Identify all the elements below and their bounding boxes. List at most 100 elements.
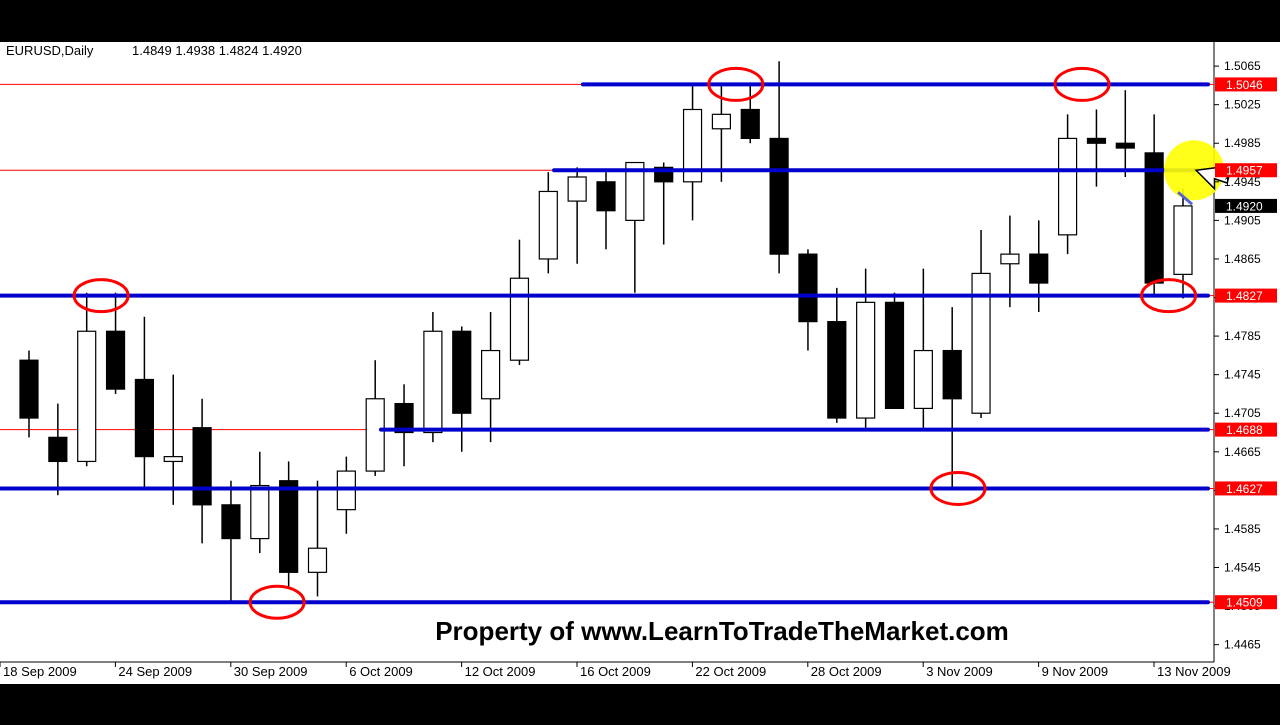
bull-candle — [682, 85, 703, 221]
ohlc-values: 1.4849 1.4938 1.4824 1.4920 — [132, 43, 302, 58]
candle-body — [1144, 152, 1164, 284]
price-tag-label: 1.4688 — [1226, 423, 1263, 437]
plot-area — [0, 42, 1214, 662]
bear-candle — [884, 292, 905, 410]
candle-body — [1086, 137, 1107, 144]
price-tick-label: 1.4465 — [1224, 638, 1261, 652]
time-tick-label: 16 Oct 2009 — [580, 664, 651, 679]
cursor-trail — [1177, 191, 1194, 206]
candle-body — [1115, 142, 1135, 149]
candle-body — [913, 349, 933, 410]
candle-body — [711, 113, 732, 130]
bear-candle — [48, 403, 68, 496]
annotation-circle — [707, 66, 765, 102]
price-tick-label: 1.4985 — [1224, 136, 1261, 150]
symbol-label: EURUSD,Daily — [6, 43, 94, 58]
candle-body — [1057, 137, 1078, 236]
price-tick-label: 1.5025 — [1224, 98, 1261, 112]
price-tag-box — [1215, 595, 1277, 610]
price-tags: 1.5046 1.4957 1.4920 1.4827 1.4688 1.4627 1.45… — [1215, 77, 1277, 610]
price-tag-label: 1.4509 — [1226, 596, 1263, 610]
bear-candle — [192, 398, 212, 544]
bull-candle — [365, 360, 385, 476]
bear-candle — [134, 316, 154, 491]
annotation-circles — [72, 66, 1198, 620]
annotation-circle — [1140, 278, 1198, 314]
bear-candle — [769, 61, 789, 274]
bear-candle — [221, 480, 241, 602]
price-tag-label: 1.4957 — [1226, 164, 1263, 178]
bottom-frame — [0, 684, 1280, 720]
bull-candle — [567, 167, 587, 264]
price-tag-box — [1215, 198, 1277, 213]
price-tick-label: 1.4545 — [1224, 561, 1261, 575]
bull-candle — [307, 480, 328, 597]
price-tick-label: 1.5065 — [1224, 59, 1261, 73]
bull-candle — [625, 161, 645, 293]
bull-candle — [1000, 215, 1020, 308]
bear-candle — [279, 461, 299, 587]
bear-candle — [1086, 109, 1107, 187]
time-tick-label: 12 Oct 2009 — [465, 664, 536, 679]
time-tick-label: 3 Nov 2009 — [926, 664, 993, 679]
candle-body — [567, 176, 587, 202]
price-tick-label: 1.4665 — [1224, 445, 1261, 459]
highlight-marker — [1164, 140, 1230, 206]
time-tick-label: 30 Sep 2009 — [234, 664, 308, 679]
candle-body — [1173, 205, 1193, 275]
bear-candle — [1115, 90, 1135, 177]
candle-body — [365, 398, 385, 472]
price-tag-box — [1215, 288, 1277, 303]
bull-candle — [711, 85, 732, 182]
time-tick-label: 28 Oct 2009 — [811, 664, 882, 679]
time-tick-label: 13 Nov 2009 — [1157, 664, 1231, 679]
bull-candle — [423, 311, 443, 443]
bull-candle — [250, 451, 270, 554]
price-tick-label: 1.4745 — [1224, 368, 1261, 382]
price-tick-label: 1.4945 — [1224, 175, 1261, 189]
price-tag-box — [1215, 163, 1277, 178]
time-scale-area — [0, 662, 1280, 684]
bear-candle — [394, 384, 414, 467]
candle-body — [250, 484, 270, 540]
bear-candle — [19, 350, 39, 438]
candle-body — [942, 349, 962, 400]
highlight-dot — [1164, 140, 1225, 201]
bear-candle — [740, 85, 760, 144]
candle-body — [509, 277, 530, 361]
candle-body — [971, 272, 991, 414]
bear-candle — [596, 172, 616, 250]
price-tag-label: 1.4627 — [1226, 482, 1263, 496]
candle-body — [1029, 253, 1049, 284]
time-tick-label: 6 Oct 2009 — [349, 664, 413, 679]
candle-body — [452, 330, 472, 414]
time-tick-label: 9 Nov 2009 — [1042, 664, 1109, 679]
bull-candle — [538, 172, 558, 274]
candle-body — [769, 137, 789, 255]
annotation-circle — [248, 584, 306, 620]
candle-body — [192, 427, 212, 506]
candle-body — [884, 301, 905, 410]
price-tag-box — [1215, 77, 1277, 92]
watermark-text: Property of www.LearnToTradeTheMarket.co… — [435, 616, 1009, 646]
annotation-circle — [72, 278, 130, 314]
bull-candle — [1057, 114, 1078, 255]
price-tick-label: 1.4865 — [1224, 252, 1261, 266]
candle-body — [538, 190, 558, 260]
candle-body — [77, 330, 97, 463]
candle-body — [221, 504, 241, 540]
price-tag-label: 1.5046 — [1226, 78, 1263, 92]
annotation-circle — [929, 470, 987, 506]
candle-body — [740, 108, 760, 140]
candle-body — [48, 436, 68, 463]
candle-body — [105, 330, 126, 390]
candle-body — [1000, 253, 1020, 265]
price-tag-box — [1215, 422, 1277, 437]
bull-candle — [481, 311, 501, 443]
blue-level-lines — [0, 82, 1210, 605]
bear-candle — [942, 307, 962, 491]
price-tag-box — [1215, 481, 1277, 496]
candle-body — [307, 547, 328, 573]
